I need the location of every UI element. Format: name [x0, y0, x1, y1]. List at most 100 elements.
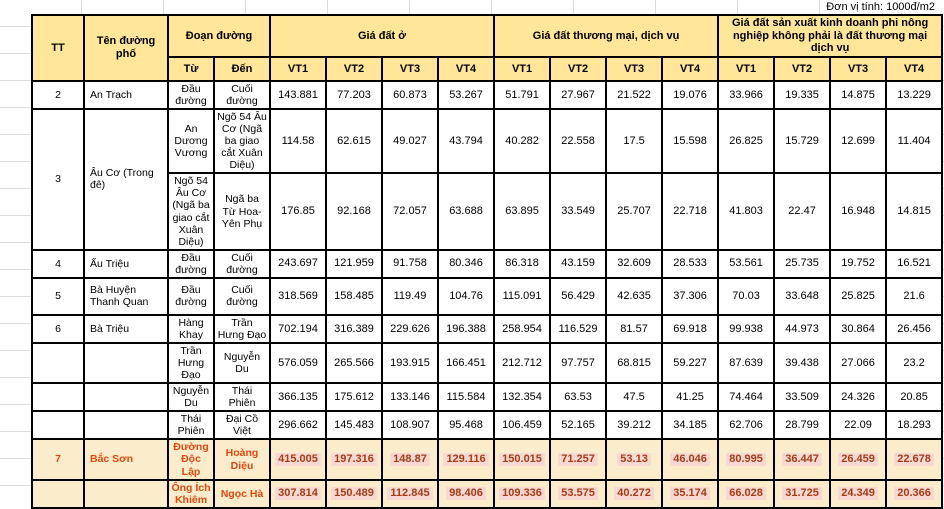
- cell-price-value[interactable]: 11.404: [885, 108, 944, 175]
- cell-street-name[interactable]: Âu Cơ (Trong đê): [83, 108, 169, 251]
- cell-price-value[interactable]: 21.522: [605, 79, 664, 111]
- cell-price-value[interactable]: 27.967: [549, 79, 608, 111]
- cell-price-value[interactable]: 27.066: [829, 341, 888, 385]
- cell-tt[interactable]: 4: [31, 248, 85, 279]
- cell-price-value[interactable]: 24.349: [829, 478, 888, 509]
- cell-price-value[interactable]: 51.791: [493, 79, 552, 111]
- cell-price-value[interactable]: 104.76: [436, 276, 496, 316]
- cell-price-value[interactable]: 702.194: [269, 313, 327, 344]
- cell-price-value[interactable]: 133.146: [381, 382, 439, 413]
- cell-price-value[interactable]: 16.948: [829, 172, 888, 251]
- cell-section-from[interactable]: Hàng Khay: [167, 313, 215, 344]
- cell-price-value[interactable]: 72.057: [381, 172, 439, 251]
- cell-section-from[interactable]: An Dương Vương: [167, 108, 215, 175]
- cell-section-from[interactable]: Đầu đường: [167, 506, 215, 509]
- cell-price-value[interactable]: 87.639: [717, 341, 776, 385]
- cell-price-value[interactable]: 22.718: [661, 172, 720, 251]
- cell-price-value[interactable]: 136.031: [381, 506, 439, 509]
- cell-price-value[interactable]: 12.699: [829, 108, 888, 175]
- cell-price-value[interactable]: 121.959: [325, 248, 383, 279]
- cell-price-value[interactable]: 92.168: [325, 172, 383, 251]
- cell-price-value[interactable]: 74.464: [717, 382, 776, 413]
- cell-tt[interactable]: [31, 478, 85, 509]
- cell-section-to[interactable]: Cuối đường: [213, 506, 271, 509]
- cell-price-value[interactable]: 37.306: [661, 276, 720, 316]
- cell-section-to[interactable]: Ngõ 54 Âu Cơ (Ngã ba giao cắt Xuân Diệu): [213, 108, 271, 175]
- cell-section-from[interactable]: Thái Phiên: [167, 410, 215, 441]
- cell-price-value[interactable]: 119.49: [381, 276, 439, 316]
- cell-price-value[interactable]: 19.076: [661, 79, 720, 111]
- cell-price-value[interactable]: 53.575: [549, 478, 608, 509]
- cell-price-value[interactable]: 13.229: [885, 79, 944, 111]
- cell-price-value[interactable]: 75.77: [717, 506, 776, 509]
- cell-price-value[interactable]: 81.57: [605, 313, 664, 344]
- cell-price-value[interactable]: 52.165: [549, 410, 608, 441]
- cell-price-value[interactable]: 99.938: [717, 313, 776, 344]
- cell-price-value[interactable]: 42.635: [605, 276, 664, 316]
- cell-section-from[interactable]: Trần Hưng Đạo: [167, 341, 215, 385]
- cell-price-value[interactable]: 296.662: [269, 410, 327, 441]
- cell-price-value[interactable]: 68.815: [605, 341, 664, 385]
- cell-tt[interactable]: [31, 410, 85, 441]
- cell-price-value[interactable]: 17.5: [605, 108, 664, 175]
- cell-price-value[interactable]: 307.814: [269, 478, 327, 509]
- cell-price-value[interactable]: 31.725: [773, 478, 832, 509]
- cell-price-value[interactable]: 20.366: [885, 478, 944, 509]
- cell-price-value[interactable]: 28.799: [773, 410, 832, 441]
- cell-price-value[interactable]: 46.046: [661, 438, 720, 481]
- cell-section-from[interactable]: Đầu đường: [167, 276, 215, 316]
- cell-price-value[interactable]: 69.918: [661, 313, 720, 344]
- cell-section-to[interactable]: Ngọc Hà: [213, 478, 271, 509]
- cell-price-value[interactable]: 109.336: [493, 478, 552, 509]
- cell-price-value[interactable]: 118.224: [436, 506, 496, 509]
- cell-price-value[interactable]: 150.015: [493, 438, 552, 481]
- cell-price-value[interactable]: 59.227: [661, 341, 720, 385]
- cell-price-value[interactable]: 112.845: [381, 478, 439, 509]
- cell-price-value[interactable]: 24.326: [829, 382, 888, 413]
- cell-price-value[interactable]: 182.437: [325, 506, 383, 509]
- cell-price-value[interactable]: 20.85: [885, 382, 944, 413]
- cell-section-from[interactable]: Đầu đường: [167, 79, 215, 111]
- cell-price-value[interactable]: 129.116: [436, 438, 496, 481]
- cell-section-to[interactable]: Cuối đường: [213, 276, 271, 316]
- cell-price-value[interactable]: 30.864: [829, 313, 888, 344]
- cell-section-from[interactable]: Nguyễn Du: [167, 382, 215, 413]
- cell-price-value[interactable]: 318.569: [269, 276, 327, 316]
- cell-price-value[interactable]: 62.615: [325, 108, 383, 175]
- cell-tt[interactable]: 2: [31, 79, 85, 111]
- cell-price-value[interactable]: 258.954: [493, 313, 552, 344]
- cell-price-value[interactable]: 63.53: [549, 382, 608, 413]
- cell-price-value[interactable]: 40.272: [605, 478, 664, 509]
- cell-price-value[interactable]: 26.825: [717, 108, 776, 175]
- cell-price-value[interactable]: 62.706: [717, 410, 776, 441]
- cell-price-value[interactable]: 243.697: [269, 248, 327, 279]
- cell-price-value[interactable]: 86.318: [493, 248, 552, 279]
- cell-price-value[interactable]: 36.447: [773, 438, 832, 481]
- cell-price-value[interactable]: 108.907: [381, 410, 439, 441]
- cell-section-to[interactable]: Cuối đường: [213, 248, 271, 279]
- cell-price-value[interactable]: 576.059: [269, 341, 327, 385]
- cell-price-value[interactable]: 97.757: [549, 341, 608, 385]
- cell-price-value[interactable]: 80.995: [717, 438, 776, 481]
- cell-street-name[interactable]: Bà Huyện Thanh Quan: [83, 276, 169, 316]
- header-to[interactable]: Đến: [213, 55, 271, 82]
- cell-tt[interactable]: 3: [31, 108, 85, 251]
- cell-price-value[interactable]: 40.282: [493, 108, 552, 175]
- cell-price-value[interactable]: 316.389: [325, 313, 383, 344]
- cell-tt[interactable]: [31, 341, 85, 385]
- cell-price-value[interactable]: 34.185: [661, 410, 720, 441]
- cell-price-value[interactable]: 95.468: [436, 410, 496, 441]
- cell-price-value[interactable]: 39.212: [605, 410, 664, 441]
- header-vt3[interactable]: VT3: [381, 55, 439, 82]
- cell-price-value[interactable]: 56.429: [549, 276, 608, 316]
- header-vt3[interactable]: VT3: [829, 55, 888, 82]
- cell-tt[interactable]: 5: [31, 276, 85, 316]
- cell-price-value[interactable]: 366.135: [269, 382, 327, 413]
- cell-price-value[interactable]: 15.598: [661, 108, 720, 175]
- cell-price-value[interactable]: 77.203: [325, 79, 383, 111]
- cell-price-value[interactable]: 21.215: [885, 506, 944, 509]
- cell-section-to[interactable]: Thái Phiên: [213, 382, 271, 413]
- cell-price-value[interactable]: 21.6: [885, 276, 944, 316]
- cell-price-value[interactable]: 176.85: [269, 172, 327, 251]
- cell-section-to[interactable]: Hoàng Diệu: [213, 438, 271, 481]
